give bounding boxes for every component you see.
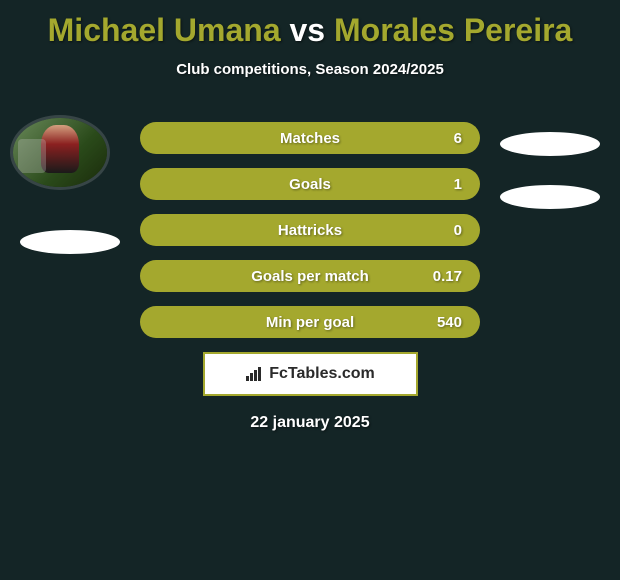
vs-text: vs bbox=[290, 12, 326, 48]
stat-label: Min per goal bbox=[158, 314, 462, 331]
stat-label: Goals per match bbox=[158, 268, 462, 285]
chart-icon bbox=[245, 366, 265, 382]
stat-value: 6 bbox=[454, 130, 462, 147]
stat-label: Goals bbox=[158, 176, 462, 193]
player2-name-pill-1 bbox=[500, 132, 600, 156]
content-area: Matches 6 Goals 1 Hattricks 0 Goals per … bbox=[0, 110, 620, 432]
player1-avatar bbox=[10, 115, 110, 190]
stat-value: 1 bbox=[454, 176, 462, 193]
page-title: Michael Umana vs Morales Pereira bbox=[0, 0, 620, 49]
brand-text: FcTables.com bbox=[269, 365, 375, 383]
stat-row: Goals 1 bbox=[140, 168, 480, 200]
stats-list: Matches 6 Goals 1 Hattricks 0 Goals per … bbox=[140, 110, 480, 338]
stat-row: Hattricks 0 bbox=[140, 214, 480, 246]
avatar-image bbox=[13, 118, 107, 187]
stat-label: Hattricks bbox=[158, 222, 462, 239]
player1-name: Michael Umana bbox=[48, 12, 281, 48]
stat-row: Min per goal 540 bbox=[140, 306, 480, 338]
player1-name-pill bbox=[20, 230, 120, 254]
stat-row: Matches 6 bbox=[140, 122, 480, 154]
stat-value: 0.17 bbox=[433, 268, 462, 285]
date-text: 22 january 2025 bbox=[0, 414, 620, 432]
player2-name-pill-2 bbox=[500, 185, 600, 209]
stat-value: 540 bbox=[437, 314, 462, 331]
stat-row: Goals per match 0.17 bbox=[140, 260, 480, 292]
player2-name: Morales Pereira bbox=[334, 12, 572, 48]
stat-label: Matches bbox=[158, 130, 462, 147]
subtitle: Club competitions, Season 2024/2025 bbox=[0, 61, 620, 78]
brand-link[interactable]: FcTables.com bbox=[203, 352, 418, 396]
stat-value: 0 bbox=[454, 222, 462, 239]
